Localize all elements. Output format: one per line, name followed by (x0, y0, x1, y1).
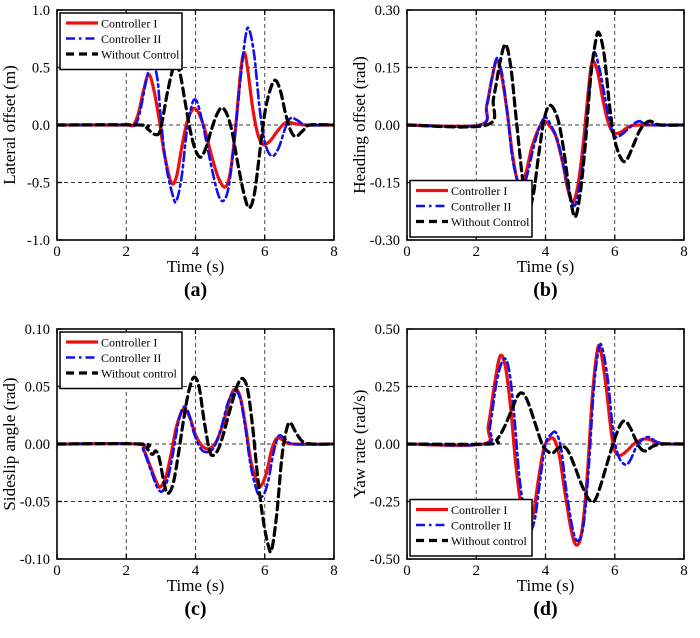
x-tick-label: 6 (261, 244, 269, 260)
y-tick-label: 0.05 (25, 380, 50, 396)
chart-yaw-rate: 0 2 4 6 8 -0.50 -0.25 0.00 0.25 0.50 Time (s) Yaw r… (350, 322, 688, 595)
panel-a: 0 2 4 6 8 -1.0 -0.5 0.0 0.5 1.0 Time (s) Lateral of… (0, 0, 350, 319)
y-tick-label: -0.05 (20, 495, 50, 511)
x-tick-label: 2 (473, 244, 481, 260)
x-tick-label: 0 (403, 244, 411, 260)
legend-label: Controller II (451, 519, 511, 533)
y-axis-label: Sideslip angle (rad) (0, 377, 19, 510)
y-tick-label: 0.5 (32, 61, 50, 77)
legend-label: Without control (451, 534, 528, 548)
tick-marks (56, 328, 335, 560)
chart-lateral-offset: 0 2 4 6 8 -1.0 -0.5 0.0 0.5 1.0 Time (s) Lateral of… (0, 3, 338, 276)
y-tick-label: 0.10 (25, 322, 50, 338)
panel-c: 0 2 4 6 8 -0.10 -0.05 0.00 0.05 0.10 Time (s) Sides… (0, 319, 350, 638)
legend-label: Without Control (101, 48, 180, 62)
tick-marks (56, 9, 335, 241)
x-tick-label: 4 (192, 563, 200, 579)
x-axis-label: Time (s) (167, 257, 224, 276)
x-tick-label: 8 (330, 244, 338, 260)
y-axis-label: Lateral offset (m) (0, 65, 19, 185)
legend-label: Controller II (101, 351, 161, 365)
x-tick-label: 0 (53, 563, 61, 579)
y-tick-label: 0.0 (32, 118, 50, 134)
y-tick-label: 0.25 (375, 380, 400, 396)
x-axis-label: Time (s) (517, 576, 574, 595)
legend-label: Controller I (451, 184, 507, 198)
x-tick-label: 0 (403, 563, 411, 579)
series-lines (407, 30, 684, 219)
series-without-control (407, 391, 684, 504)
x-tick-label: 4 (542, 244, 550, 260)
x-tick-label: 6 (611, 563, 619, 579)
y-tick-label: 0.15 (375, 61, 400, 77)
legend-label: Controller II (451, 200, 511, 214)
caption-d: (d) (533, 598, 558, 620)
x-tick-label: 2 (123, 244, 131, 260)
x-tick-label: 8 (330, 563, 338, 579)
y-tick-label: -0.10 (20, 552, 50, 568)
x-tick-label: 0 (53, 244, 61, 260)
panel-d: 0 2 4 6 8 -0.50 -0.25 0.00 0.25 0.50 Time (s) Yaw r… (350, 319, 700, 638)
legend-label: Controller II (101, 32, 161, 46)
series-controller-ii (57, 389, 334, 499)
x-tick-label: 6 (611, 244, 619, 260)
series-without-control (57, 61, 334, 210)
x-tick-label: 8 (680, 244, 688, 260)
x-tick-label: 6 (261, 563, 269, 579)
caption-c: (c) (184, 598, 207, 620)
legend-label: Without control (101, 367, 178, 381)
legend-label: Controller I (101, 17, 157, 31)
x-axis-label: Time (s) (517, 257, 574, 276)
y-tick-label: -0.50 (370, 552, 400, 568)
panel-b: 0 2 4 6 8 -0.30 -0.15 0.00 0.15 0.30 Time (s) Headi… (350, 0, 700, 319)
legend-label: Without Control (451, 215, 530, 229)
caption-b: (b) (533, 279, 558, 301)
series-controller-ii (57, 26, 334, 204)
series-lines (57, 375, 334, 554)
y-axis-label: Yaw rate (rad/s) (350, 390, 369, 499)
y-tick-label: 1.0 (32, 3, 50, 19)
series-without-control (407, 30, 684, 219)
caption-a: (a) (183, 279, 208, 301)
y-tick-label: -0.30 (370, 233, 400, 249)
y-tick-label: 0.00 (375, 437, 400, 453)
series-lines (57, 26, 334, 210)
x-tick-label: 2 (473, 563, 481, 579)
series-controller-i (57, 387, 334, 489)
y-tick-label: -0.5 (27, 176, 50, 192)
legend-label: Controller I (101, 336, 157, 350)
y-tick-label: 0.00 (25, 437, 50, 453)
series-lines (407, 342, 684, 547)
y-axis-label: Heading offset (rad) (350, 56, 369, 194)
y-tick-label: 0.50 (375, 322, 400, 338)
x-tick-label: 8 (680, 563, 688, 579)
series-controller-i (407, 343, 684, 547)
chart-sideslip-angle: 0 2 4 6 8 -0.10 -0.05 0.00 0.05 0.10 Time (s) Sides… (0, 322, 338, 595)
x-tick-label: 4 (192, 244, 200, 260)
y-tick-label: -0.15 (370, 176, 400, 192)
y-tick-label: -0.25 (370, 495, 400, 511)
series-controller-ii (407, 342, 684, 543)
x-axis-label: Time (s) (167, 576, 224, 595)
y-tick-label: 0.00 (375, 118, 400, 134)
series-without-control (57, 375, 334, 554)
y-tick-label: -1.0 (27, 233, 50, 249)
x-tick-label: 2 (123, 563, 131, 579)
x-tick-label: 4 (542, 563, 550, 579)
tick-marks (406, 9, 685, 241)
legend-label: Controller I (451, 503, 507, 517)
y-tick-label: 0.30 (375, 3, 400, 19)
chart-heading-offset: 0 2 4 6 8 -0.30 -0.15 0.00 0.15 0.30 Time (s) Headi… (350, 3, 688, 276)
